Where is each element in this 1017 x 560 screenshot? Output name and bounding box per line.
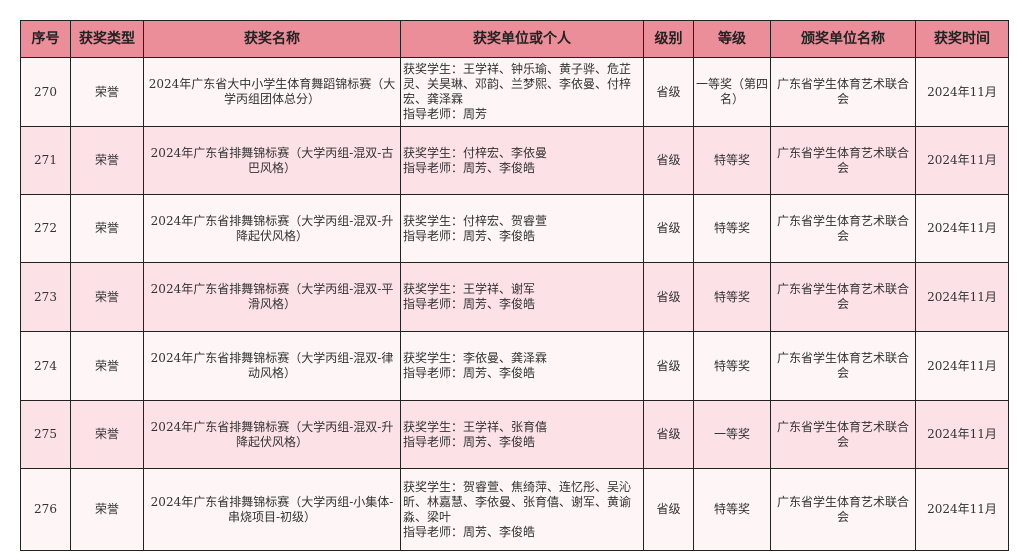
cell-level: 省级 — [643, 331, 694, 401]
cell-time: 2024年11月 — [915, 468, 1009, 551]
cell-grade: 一等奖（第四名） — [693, 57, 771, 127]
header-row: 序号 获奖类型 获奖名称 获奖单位或个人 级别 等级 颁奖单位名称 获奖时间 — [20, 20, 1009, 58]
header-time: 获奖时间 — [915, 20, 1009, 58]
table-row: 276 荣誉 2024年广东省排舞锦标赛（大学丙组-小集体-串烧项目-初级） 获奖学生… — [20, 468, 1009, 551]
cell-no: 275 — [20, 400, 71, 469]
table-row: 272 荣誉 2024年广东省排舞锦标赛（大学丙组-混双-升降起伏风格） 获奖学生：付… — [20, 194, 1009, 263]
cell-winners: 获奖学生：贺睿萱、焦绮萍、连忆彤、吴沁昕、林嘉慧、李依曼、张育僖、谢军、黄谕淼、… — [400, 468, 644, 551]
cell-time: 2024年11月 — [915, 126, 1009, 195]
cell-type: 荣誉 — [70, 194, 144, 263]
cell-no: 271 — [20, 126, 71, 195]
cell-level: 省级 — [643, 262, 694, 332]
cell-time: 2024年11月 — [915, 400, 1009, 469]
cell-level: 省级 — [643, 57, 694, 127]
cell-no: 273 — [20, 262, 71, 332]
cell-issuer: 广东省学生体育艺术联合会 — [770, 262, 916, 332]
cell-time: 2024年11月 — [915, 331, 1009, 401]
cell-winners: 获奖学生：李依曼、龚泽霖 指导老师：周芳、李俊皓 — [400, 331, 644, 401]
header-no: 序号 — [20, 20, 71, 58]
cell-level: 省级 — [643, 194, 694, 263]
cell-level: 省级 — [643, 468, 694, 551]
cell-winners: 获奖学生：付梓宏、贺睿萱 指导老师：周芳、李俊皓 — [400, 194, 644, 263]
cell-name: 2024年广东省排舞锦标赛（大学丙组-小集体-串烧项目-初级） — [143, 468, 401, 551]
cell-winners: 获奖学生：付梓宏、李依曼 指导老师：周芳、李俊皓 — [400, 126, 644, 195]
cell-level: 省级 — [643, 400, 694, 469]
cell-issuer: 广东省学生体育艺术联合会 — [770, 57, 916, 127]
cell-type: 荣誉 — [70, 468, 144, 551]
header-level: 级别 — [643, 20, 694, 58]
table-row: 273 荣誉 2024年广东省排舞锦标赛（大学丙组-混双-平滑风格） 获奖学生：王学祥… — [20, 262, 1009, 332]
cell-time: 2024年11月 — [915, 262, 1009, 332]
cell-no: 270 — [20, 57, 71, 127]
cell-no: 272 — [20, 194, 71, 263]
table-row: 274 荣誉 2024年广东省排舞锦标赛（大学丙组-混双-律动风格） 获奖学生：李依曼… — [20, 331, 1009, 401]
header-grade: 等级 — [693, 20, 771, 58]
cell-type: 荣誉 — [70, 331, 144, 401]
table-row: 275 荣誉 2024年广东省排舞锦标赛（大学丙组-混双-升降起伏风格） 获奖学生：王… — [20, 400, 1009, 469]
cell-time: 2024年11月 — [915, 194, 1009, 263]
cell-name: 2024年广东省排舞锦标赛（大学丙组-混双-古巴风格） — [143, 126, 401, 195]
cell-grade: 特等奖 — [693, 126, 771, 195]
cell-issuer: 广东省学生体育艺术联合会 — [770, 331, 916, 401]
header-issuer: 颁奖单位名称 — [770, 20, 916, 58]
cell-winners: 获奖学生：王学祥、钟乐瑜、黄子骅、危芷灵、关昊琳、邓韵、兰梦熙、李依曼、付梓宏、… — [400, 57, 644, 127]
cell-issuer: 广东省学生体育艺术联合会 — [770, 468, 916, 551]
awards-table: 序号 获奖类型 获奖名称 获奖单位或个人 级别 等级 颁奖单位名称 获奖时间 270 荣誉 202… — [20, 20, 1009, 551]
table-row: 270 荣誉 2024年广东省大中小学生体育舞蹈锦标赛（大学丙组团体总分） 获奖学生：… — [20, 57, 1009, 127]
cell-name: 2024年广东省排舞锦标赛（大学丙组-混双-升降起伏风格） — [143, 194, 401, 263]
cell-winners: 获奖学生：王学祥、张育僖 指导老师：周芳、李俊皓 — [400, 400, 644, 469]
cell-no: 274 — [20, 331, 71, 401]
cell-time: 2024年11月 — [915, 57, 1009, 127]
cell-grade: 特等奖 — [693, 194, 771, 263]
cell-type: 荣誉 — [70, 400, 144, 469]
cell-name: 2024年广东省排舞锦标赛（大学丙组-混双-平滑风格） — [143, 262, 401, 332]
cell-type: 荣誉 — [70, 57, 144, 127]
cell-type: 荣誉 — [70, 126, 144, 195]
cell-grade: 特等奖 — [693, 331, 771, 401]
cell-issuer: 广东省学生体育艺术联合会 — [770, 194, 916, 263]
cell-name: 2024年广东省排舞锦标赛（大学丙组-混双-升降起伏风格） — [143, 400, 401, 469]
cell-no: 276 — [20, 468, 71, 551]
header-name: 获奖名称 — [143, 20, 401, 58]
cell-grade: 特等奖 — [693, 468, 771, 551]
cell-issuer: 广东省学生体育艺术联合会 — [770, 400, 916, 469]
cell-name: 2024年广东省大中小学生体育舞蹈锦标赛（大学丙组团体总分） — [143, 57, 401, 127]
cell-level: 省级 — [643, 126, 694, 195]
cell-grade: 特等奖 — [693, 262, 771, 332]
cell-name: 2024年广东省排舞锦标赛（大学丙组-混双-律动风格） — [143, 331, 401, 401]
cell-grade: 一等奖 — [693, 400, 771, 469]
header-winners: 获奖单位或个人 — [400, 20, 644, 58]
cell-issuer: 广东省学生体育艺术联合会 — [770, 126, 916, 195]
cell-winners: 获奖学生：王学祥、谢军 指导老师：周芳、李俊皓 — [400, 262, 644, 332]
cell-type: 荣誉 — [70, 262, 144, 332]
header-type: 获奖类型 — [70, 20, 144, 58]
table-row: 271 荣誉 2024年广东省排舞锦标赛（大学丙组-混双-古巴风格） 获奖学生：付梓宏… — [20, 126, 1009, 195]
